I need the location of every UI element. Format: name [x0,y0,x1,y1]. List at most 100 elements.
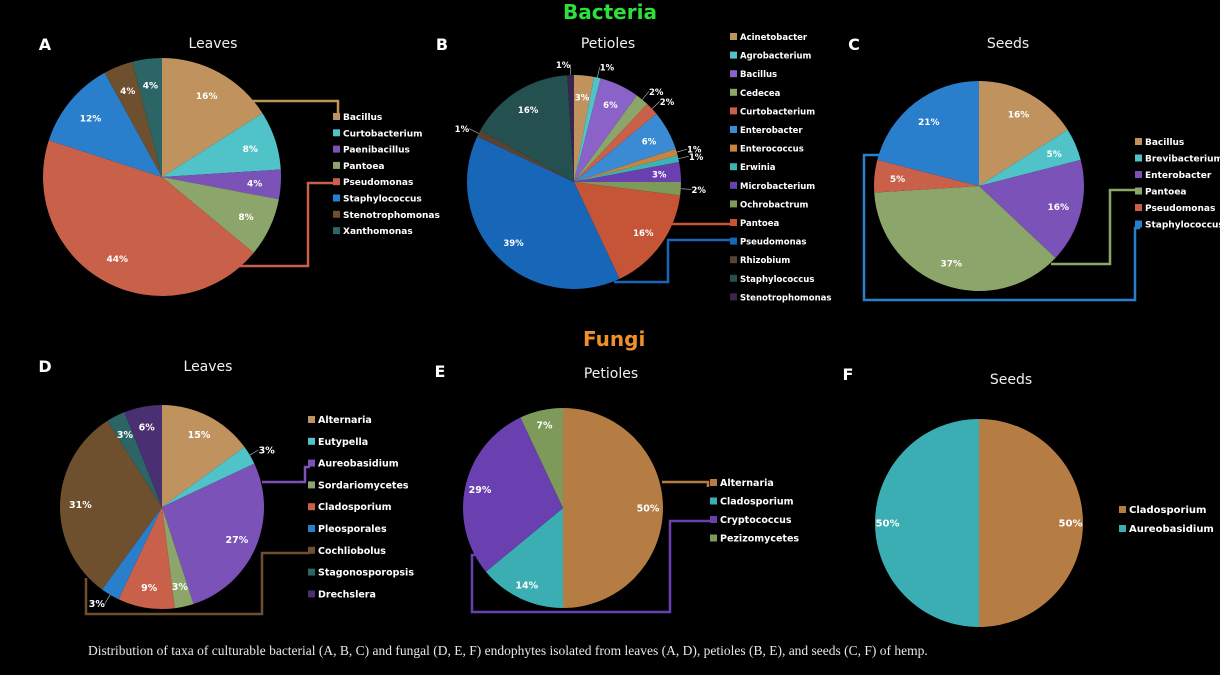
chart-title: Petioles [581,36,635,52]
legend-swatch [333,113,340,120]
slice-label: 1% [600,64,615,74]
legend-label: Pleosporales [318,524,387,535]
pie-slice-acinetobacter [574,75,595,182]
slice-label: 3% [89,599,106,610]
legend-item-alternaria: Alternaria [308,415,372,426]
label-leader-line [651,101,661,110]
panel-letter: C [848,35,860,54]
label-leader-line [596,67,601,78]
pie-slice-pseudomonas [874,159,979,193]
pie-slice-xanthomonas [132,58,162,177]
legend-label: Paenibacillus [343,146,410,156]
slices [60,405,264,610]
legend-label: Pantoea [343,162,385,172]
figure-caption: Distribution of taxa of culturable bacte… [88,643,928,658]
slice-label: 2% [660,98,675,108]
legend: Bacillus Curtobacterium Paenibacillus Panto… [333,113,440,237]
legend-label: Cryptococcus [720,515,792,526]
legend-label: Alternaria [318,415,372,426]
legend-swatch [710,534,717,542]
label-leader-line [104,594,111,604]
fungi-heading: Fungi [583,327,646,351]
label-leader-line [641,91,650,100]
pie-slice-alternaria [563,408,663,608]
legend-swatch [730,181,737,189]
pie-slice-pseudomonas [466,136,620,290]
slice-label: 16% [518,106,539,116]
legend-swatch [308,437,315,445]
panel-letter: E [435,362,446,381]
pie-slice-bacillus [979,81,1068,186]
legend-item-cochliobolus: Cochliobolus [308,546,386,557]
legend-item-brevibacterium: Brevibacterium [1135,154,1220,165]
legend-item-staphylococcus: Staphylococcus [333,194,422,205]
legend-swatch [730,237,737,245]
legend-label: Enterobacter [1145,171,1212,181]
pie-slice-stenotrophomonas [567,75,574,182]
legend-label: Pseudomonas [740,238,806,248]
pie-slice-staphylococcus [480,75,574,182]
legend-item-pezizomycetes: Pezizomycetes [710,534,799,545]
legend-swatch [308,481,315,489]
legend-label: Aureobasidium [318,459,399,470]
legend-label: Cedecea [740,89,781,99]
legend-swatch [308,546,315,554]
legend-item-pantoea: Pantoea [333,161,385,172]
slice-label: 4% [143,81,158,91]
slice-label: 7% [536,421,553,432]
legend-swatch [730,293,737,301]
chart-d: D Leaves 15% 3% 27% 3% 9% 3% 31% 3% 6% Alternaria Eu… [38,357,414,616]
legend-item-erwinia: Erwinia [730,163,776,173]
slices [466,75,681,290]
legend-swatch [1135,204,1142,211]
legend-item-curtobacterium: Curtobacterium [730,107,815,117]
legend-label: Microbacterium [740,182,815,192]
legend-label: Agrobacterium [740,52,812,62]
legend-swatch [1119,525,1126,532]
callout-line-pseudomonas [614,238,732,284]
legend-item-cladosporium: Cladosporium [308,502,392,513]
chart-title: Seeds [987,36,1029,52]
pie-slice-cochliobolus [60,420,163,590]
legend-item-eutypella: Eutypella [308,437,368,448]
slice-label: 1% [687,146,702,156]
legend-swatch [333,210,340,218]
legend-item-stenotrophomonas: Stenotrophomonas [730,293,831,303]
pie-slice-bacillus [162,58,263,177]
slice-label: 6% [139,422,156,433]
pie-slice-stenotrophomonas [104,61,162,177]
pie-slice-staphylococcus [48,72,162,177]
pie-slice-cladosporium [118,507,175,610]
pie-slice-eutypella [162,447,255,507]
slice-label: 8% [243,145,258,155]
callout-line-alternaria [662,480,710,487]
pie-slice-curtobacterium [162,113,281,177]
pie-slice-sordariomycetes [162,507,194,609]
legend-label: Stenotrophomonas [740,293,831,303]
slice-label: 16% [196,92,218,102]
legend-item-bacillus: Bacillus [333,113,382,123]
slices [42,58,282,296]
legend: Alternaria Eutypella Aureobasidium Sordario… [308,415,414,600]
slices [875,419,1083,627]
label-leader-line [678,155,689,160]
legend-label: Bacillus [740,70,777,80]
legend-swatch [710,516,717,523]
chart-title: Petioles [584,366,638,382]
legend: Cladosporium Aureobasidium [1119,505,1214,535]
legend-swatch [1135,154,1142,162]
legend-item-pseudomonas: Pseudomonas [1135,204,1215,214]
chart-f: F Seeds 50% 50% Cladosporium Aureobasidium [843,365,1214,627]
legend-swatch [308,503,315,511]
legend-swatch [710,479,717,486]
legend-swatch [730,274,737,282]
callout-line-cryptococcus [470,519,710,614]
legend-label: Cladosporium [318,502,392,513]
pie-slice-agrobacterium [574,76,601,182]
legend-label: Erwinia [740,163,776,173]
legend-swatch [308,590,315,598]
legend-label: Bacillus [343,113,382,123]
legend-label: Acinetobacter [740,33,808,43]
callout-line-staphylococcus [862,153,1140,302]
slice-label: 44% [107,255,129,265]
